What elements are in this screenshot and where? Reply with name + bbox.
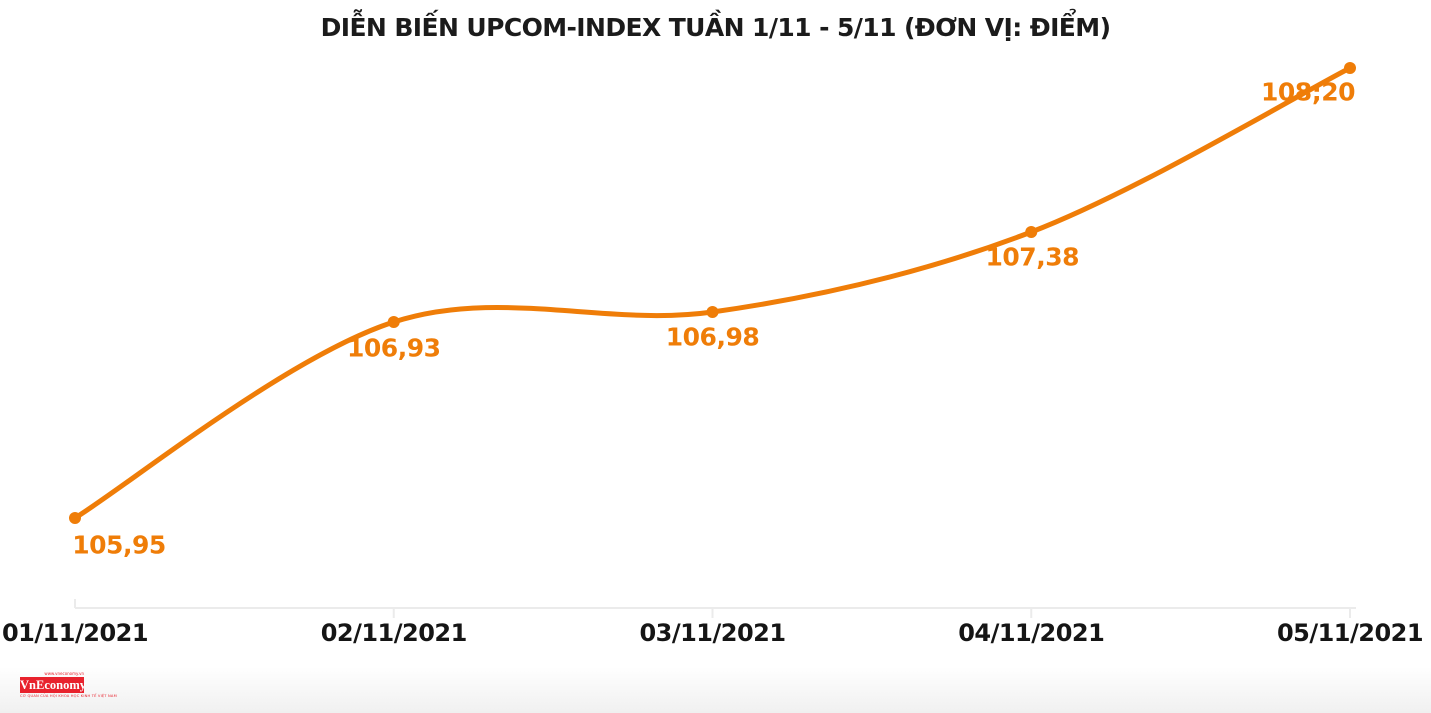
bottom-strip xyxy=(0,667,1431,713)
point-value-label-2: 106,98 xyxy=(665,322,760,352)
chart-line xyxy=(72,65,1353,521)
vneconomy-logo: www.vneconomy.vn VnEconomy CƠ QUAN CỦA H… xyxy=(20,671,140,699)
chart-title: DIỄN BIẾN UPCOM-INDEX TUẦN 1/11 - 5/11 (… xyxy=(320,13,1111,42)
point-value-label-1: 106,93 xyxy=(347,333,441,363)
x-axis-label-2: 03/11/2021 xyxy=(639,619,786,647)
point-value-label-0: 105,95 xyxy=(72,530,166,560)
logo-wordmark: VnEconomy xyxy=(20,678,86,692)
x-axis-label-1: 02/11/2021 xyxy=(320,619,468,647)
vneconomy-logo-box: VnEconomy xyxy=(20,677,86,693)
logo-tagline-top: www.vneconomy.vn xyxy=(44,671,84,676)
data-point-marker-3 xyxy=(1025,226,1038,238)
data-point-marker-4 xyxy=(1344,62,1356,74)
point-value-label-4: 108;20 xyxy=(1261,77,1355,107)
x-axis-label-0: 01/11/2021 xyxy=(1,619,149,647)
data-point-marker-0 xyxy=(69,512,81,524)
data-point-marker-1 xyxy=(387,316,400,328)
x-axis-label-4: 05/11/2021 xyxy=(1276,619,1424,647)
data-point-marker-2 xyxy=(706,306,719,318)
logo-tagline-bottom: CƠ QUAN CỦA HỘI KHOA HỌC KINH TẾ VIỆT NA… xyxy=(20,694,117,698)
x-axis-label-3: 04/11/2021 xyxy=(958,619,1105,647)
point-value-label-3: 107,38 xyxy=(985,242,1080,272)
